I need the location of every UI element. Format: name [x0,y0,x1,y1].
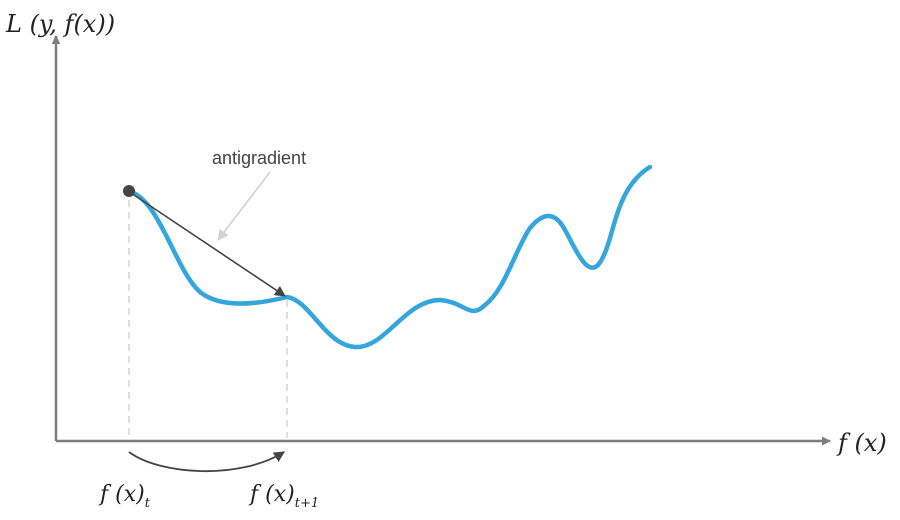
annotation-pointer [217,171,271,241]
step-label-current: f (x)t [98,482,151,511]
step-label-current-sub: t [145,496,151,511]
step-label-next-sub: t+1 [295,496,319,511]
current-point [123,185,135,197]
loss-curve [126,164,653,350]
antigradient-arrow [130,192,286,297]
step-arrow [128,451,285,473]
x-axis-label: f (x) [836,429,887,457]
y-axis-label: L (y, f(x)) [5,10,115,38]
step-label-next-base: f (x) [248,482,295,507]
antigradient-label: antigradient [212,148,306,168]
step-label-next: f (x)t+1 [248,482,319,511]
step-label-current-base: f (x) [98,482,145,507]
